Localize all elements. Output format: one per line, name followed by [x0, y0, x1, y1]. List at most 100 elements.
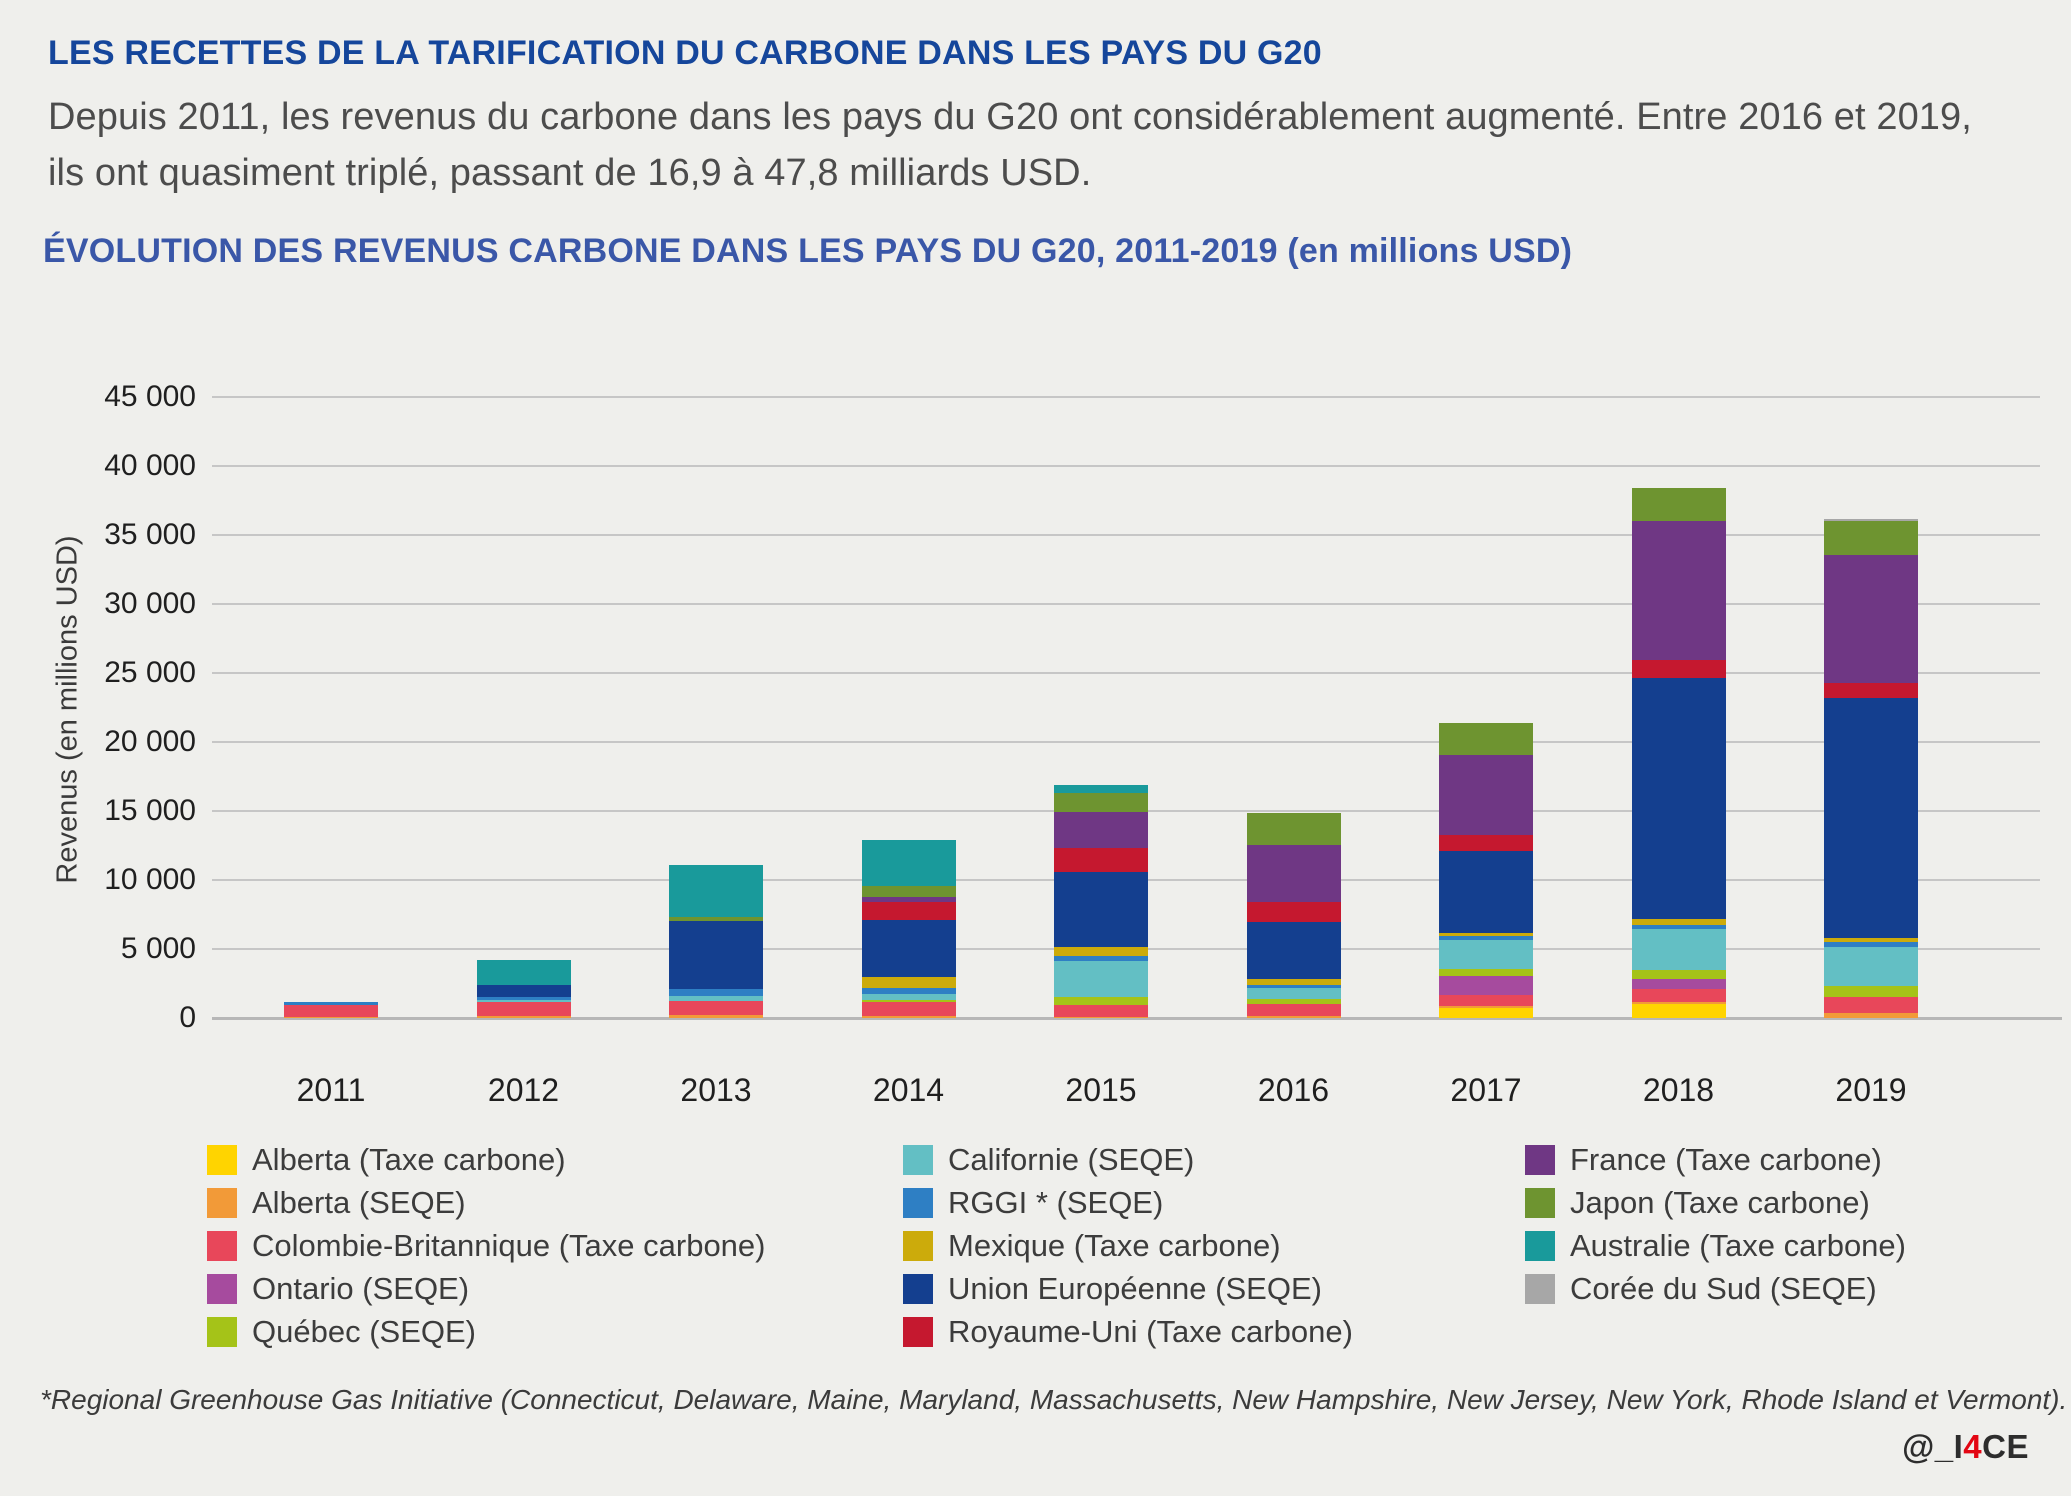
- bar-segment-2017: [1439, 1006, 1533, 1008]
- bar-segment-2013: [669, 917, 763, 922]
- bar-segment-2016: [1246, 813, 1341, 846]
- bar-2016: [1246, 0, 1341, 1018]
- bar-segment-2018: [1631, 924, 1726, 929]
- bar-segment-2013: [669, 996, 763, 1002]
- bar-segment-2018: [1631, 1002, 1726, 1004]
- y-tick-label: 40 000: [104, 449, 196, 482]
- y-tick-label: 10 000: [104, 863, 196, 896]
- bar-segment-2019: [1824, 682, 1918, 698]
- legend-swatch: [903, 1145, 933, 1175]
- bar-segment-2018: [1631, 1003, 1726, 1018]
- bar-segment-2016: [1246, 985, 1341, 988]
- bar-segment-2014: [861, 885, 956, 897]
- chart-title: ÉVOLUTION DES REVENUS CARBONE DANS LES P…: [43, 232, 1573, 270]
- logo-suffix: CE: [1982, 1428, 2029, 1465]
- bar-2014: [861, 0, 956, 1018]
- bar-segment-2016: [1246, 1016, 1341, 1018]
- bar-segment-2018: [1631, 520, 1726, 660]
- bar-segment-2017: [1439, 835, 1533, 852]
- bar-segment-2016: [1246, 845, 1341, 903]
- bar-segment-2017: [1439, 755, 1533, 836]
- legend-swatch: [207, 1274, 237, 1304]
- bar-segment-2014: [861, 896, 956, 903]
- legend-label: Alberta (SEQE): [252, 1185, 466, 1220]
- bar-segment-2014: [861, 977, 956, 988]
- logo-prefix: @_I: [1902, 1428, 1964, 1465]
- bar-2012: [476, 0, 571, 1018]
- bar-2019: [1824, 0, 1918, 1018]
- bar-segment-2019: [1824, 1013, 1918, 1018]
- bar-2015: [1054, 0, 1148, 1018]
- legend-label: Ontario (SEQE): [252, 1271, 470, 1306]
- bar-segment-2012: [476, 985, 571, 998]
- intro-text-line1: Depuis 2011, les revenus du carbone dans…: [48, 96, 1972, 138]
- bar-segment-2015: [1054, 1016, 1148, 1018]
- bar-segment-2016: [1246, 998, 1341, 1004]
- bar-segment-2017: [1439, 851, 1533, 933]
- legend-swatch: [1525, 1145, 1555, 1175]
- bar-segment-2017: [1439, 932, 1533, 936]
- legend-label: Alberta (Taxe carbone): [252, 1142, 566, 1177]
- y-tick-label: 0: [179, 1001, 196, 1034]
- bar-segment-2014: [861, 994, 956, 1001]
- bar-segment-2017: [1439, 976, 1533, 995]
- bar-segment-2015: [1054, 793, 1148, 813]
- bar-segment-2017: [1439, 940, 1533, 969]
- bar-segment-2019: [1824, 521, 1918, 555]
- legend-label: RGGI * (SEQE): [948, 1185, 1164, 1220]
- bar-segment-2014: [861, 902, 956, 921]
- bar-segment-2019: [1824, 518, 1918, 522]
- bar-segment-2011: [284, 1016, 378, 1018]
- bar-segment-2016: [1246, 987, 1341, 999]
- bar-segment-2018: [1631, 969, 1726, 979]
- legend-label: Japon (Taxe carbone): [1570, 1185, 1870, 1220]
- x-tick-label-2015: 2015: [1065, 1072, 1137, 1108]
- x-tick-label-2019: 2019: [1835, 1072, 1907, 1108]
- bar-2011: [284, 0, 378, 1018]
- legend-swatch: [1525, 1231, 1555, 1261]
- legend-swatch: [207, 1145, 237, 1175]
- bar-segment-2018: [1631, 978, 1726, 990]
- y-tick-label: 20 000: [104, 725, 196, 758]
- gridline: [212, 465, 2040, 467]
- gridline: [212, 672, 2040, 674]
- gridline: [212, 534, 2040, 536]
- legend-label: Mexique (Taxe carbone): [948, 1228, 1281, 1263]
- bar-segment-2011: [284, 1004, 378, 1017]
- bar-2013: [669, 0, 763, 1018]
- bar-segment-2015: [1054, 784, 1148, 794]
- legend-swatch: [903, 1317, 933, 1347]
- bar-segment-2014: [861, 1002, 956, 1017]
- bar-segment-2019: [1824, 938, 1918, 943]
- bar-segment-2012: [476, 1015, 571, 1018]
- legend-label: Royaume-Uni (Taxe carbone): [948, 1314, 1353, 1349]
- bar-segment-2015: [1054, 812, 1148, 848]
- legend-swatch: [207, 1317, 237, 1347]
- legend-label: France (Taxe carbone): [1570, 1142, 1882, 1177]
- bar-2018: [1631, 0, 1726, 1018]
- bar-segment-2016: [1246, 902, 1341, 923]
- legend-label: Australie (Taxe carbone): [1570, 1228, 1906, 1263]
- bar-segment-2017: [1439, 968, 1533, 977]
- gridline: [212, 741, 2040, 743]
- bar-segment-2019: [1824, 554, 1918, 683]
- i4ce-logo: @_I4CE: [1902, 1428, 2029, 1466]
- x-tick-label-2017: 2017: [1450, 1072, 1522, 1108]
- bar-segment-2019: [1824, 697, 1918, 939]
- bar-segment-2016: [1246, 922, 1341, 980]
- page-title: LES RECETTES DE LA TARIFICATION DU CARBO…: [48, 34, 1322, 72]
- bar-segment-2012: [476, 1002, 571, 1016]
- legend-label: Québec (SEQE): [252, 1314, 476, 1349]
- bar-segment-2016: [1246, 1003, 1341, 1017]
- legend-swatch: [903, 1188, 933, 1218]
- legend-swatch: [903, 1274, 933, 1304]
- x-axis-line: [212, 1017, 2062, 1020]
- legend-swatch: [207, 1231, 237, 1261]
- bar-segment-2014: [861, 988, 956, 995]
- bar-segment-2015: [1054, 1004, 1148, 1017]
- legend-label: Colombie-Britannique (Taxe carbone): [252, 1228, 766, 1263]
- bar-segment-2019: [1824, 996, 1918, 1014]
- bar-segment-2013: [669, 1015, 763, 1018]
- x-tick-label-2012: 2012: [487, 1072, 560, 1108]
- x-tick-label-2011: 2011: [296, 1072, 366, 1108]
